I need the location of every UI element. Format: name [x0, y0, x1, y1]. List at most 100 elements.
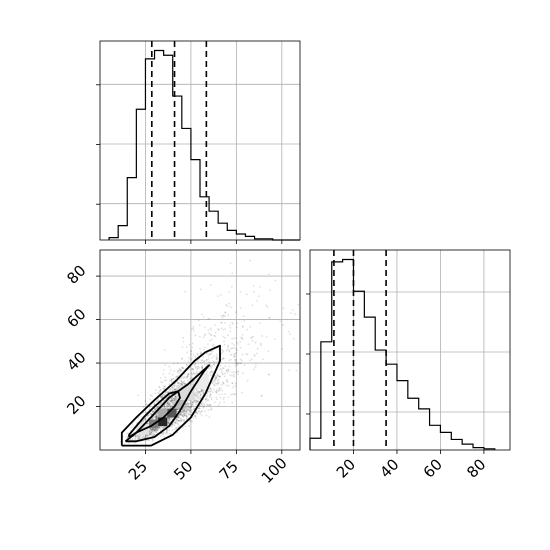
scatter-point: [195, 411, 198, 413]
scatter-point: [155, 431, 158, 434]
scatter-point: [185, 416, 188, 419]
scatter-point: [162, 431, 164, 434]
scatter-point: [252, 284, 255, 287]
scatter-point: [233, 393, 236, 396]
scatter-point: [212, 383, 215, 386]
scatter-point: [225, 380, 228, 383]
scatter-point: [142, 420, 145, 423]
scatter-point: [191, 400, 194, 403]
scatter-point: [229, 326, 232, 329]
scatter-point: [189, 358, 192, 361]
scatter-point: [171, 401, 174, 404]
scatter-point: [202, 336, 205, 339]
scatter-point: [146, 435, 148, 438]
scatter-point: [169, 388, 172, 391]
scatter-point: [185, 364, 188, 366]
scatter-point: [192, 354, 195, 357]
scatter-point: [251, 340, 254, 342]
scatter-point: [196, 365, 199, 368]
scatter-point: [201, 364, 203, 367]
scatter-point: [160, 380, 163, 383]
scatter-point: [176, 418, 178, 421]
scatter-point: [172, 399, 175, 402]
scatter-point: [185, 415, 188, 418]
scatter-point: [218, 393, 221, 396]
scatter-point: [155, 428, 158, 430]
scatter-point: [220, 321, 223, 324]
scatter-point: [169, 432, 172, 435]
scatter-point: [173, 401, 176, 404]
scatter-point: [221, 381, 224, 384]
histogram-right-xtick-label: 80: [463, 455, 489, 481]
scatter-point: [210, 361, 213, 364]
scatter-point: [141, 436, 144, 439]
scatter-point: [242, 325, 244, 328]
scatter-point: [189, 354, 192, 356]
scatter-point: [169, 390, 171, 393]
scatter-point: [186, 407, 189, 410]
histogram-right-xtick-label: 60: [420, 455, 446, 481]
scatter-point: [173, 388, 176, 391]
scatter-point: [221, 316, 224, 319]
scatter-point: [246, 353, 249, 356]
scatter-point: [234, 359, 237, 361]
scatter-point: [156, 416, 159, 419]
scatter-point: [169, 403, 171, 406]
scatter-point: [155, 413, 158, 416]
scatter-point: [217, 382, 220, 385]
scatter-point: [149, 432, 152, 435]
scatter-point: [168, 365, 171, 368]
scatter-point: [209, 403, 212, 406]
scatter-point: [246, 328, 249, 331]
scatter-point: [162, 426, 165, 429]
scatter-point: [185, 404, 187, 407]
scatter-point: [162, 405, 165, 408]
scatter-point: [146, 415, 149, 417]
scatter-point: [236, 322, 238, 325]
scatter-point: [215, 376, 218, 379]
scatter-point: [172, 401, 175, 403]
scatter-point: [234, 360, 237, 362]
scatter-point: [237, 370, 240, 373]
scatter-point: [192, 381, 195, 383]
scatter-point: [174, 400, 177, 403]
scatter-point: [196, 352, 199, 355]
scatter-point: [167, 404, 170, 406]
scatter-point: [151, 410, 154, 413]
scatter-point: [215, 391, 218, 394]
scatter-point: [180, 414, 183, 417]
scatter-point: [221, 358, 224, 360]
scatter-point: [218, 388, 221, 390]
scatter-point: [196, 370, 198, 373]
scatter-point: [249, 259, 252, 262]
scatter-point: [198, 391, 201, 393]
scatter-point: [218, 375, 221, 378]
scatter-point: [181, 383, 184, 386]
scatter-point: [126, 432, 128, 435]
scatter-point: [176, 408, 179, 411]
scatter-point: [154, 408, 157, 411]
scatter-point: [213, 345, 216, 348]
scatter-point: [268, 316, 271, 319]
scatter-point: [231, 401, 234, 404]
scatter-point: [166, 432, 169, 435]
scatter-point: [194, 393, 197, 396]
scatter-point: [203, 334, 206, 337]
scatter-point: [236, 349, 238, 352]
scatter-point: [183, 382, 186, 385]
scatter-point: [149, 394, 152, 396]
scatter-point: [134, 435, 137, 438]
scatter-point: [171, 396, 174, 399]
scatter-point: [219, 396, 222, 399]
scatter-point: [185, 403, 187, 406]
scatter-point: [151, 428, 154, 431]
scatter-point: [162, 393, 165, 396]
scatter-point: [171, 385, 174, 388]
scatter-point: [170, 378, 173, 381]
scatter-point: [164, 433, 167, 435]
scatter-point: [172, 388, 175, 391]
scatter-point: [176, 422, 179, 425]
scatter-point: [217, 328, 220, 331]
scatter-point: [203, 360, 206, 363]
scatter-point: [174, 421, 177, 423]
